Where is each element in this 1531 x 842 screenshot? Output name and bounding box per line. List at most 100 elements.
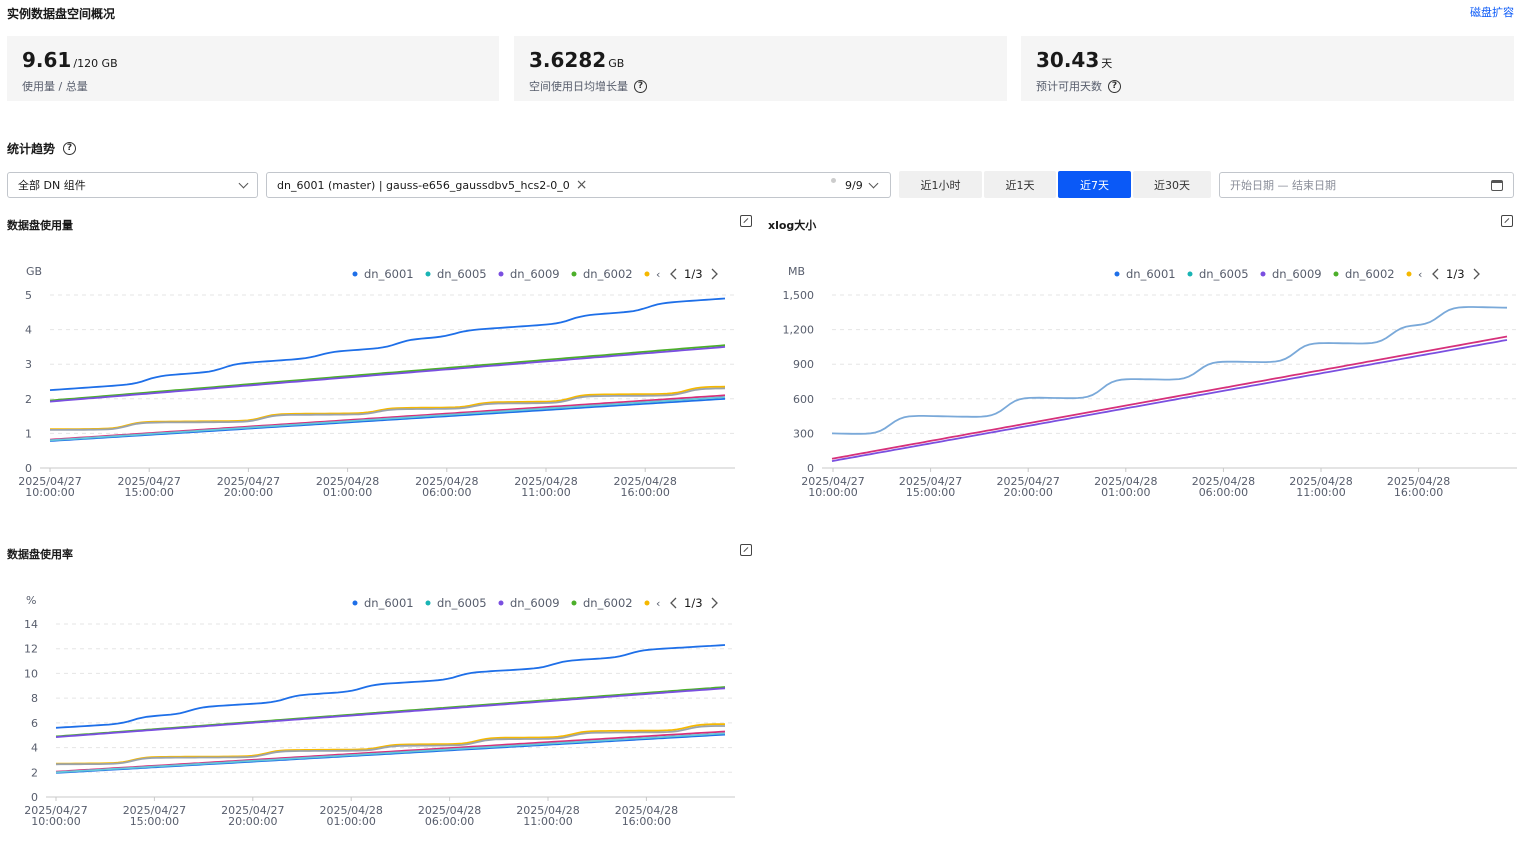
available-days-label-row: 预计可用天数? bbox=[1036, 78, 1121, 94]
instance-count: 9/9 bbox=[845, 179, 863, 192]
series-line bbox=[55, 732, 726, 774]
time-30d-button[interactable]: 近30天 bbox=[1133, 171, 1211, 198]
legend-item: dn_6009 bbox=[510, 596, 560, 610]
legend-dot bbox=[1260, 271, 1266, 277]
legend-item: dn_6005 bbox=[437, 267, 487, 281]
series-line bbox=[831, 306, 1508, 435]
x-tick-label: 06:00:00 bbox=[422, 486, 471, 499]
x-tick-label: 01:00:00 bbox=[326, 815, 375, 828]
series-line bbox=[49, 396, 726, 442]
usage-value-row: 9.61/120 GB bbox=[22, 48, 118, 72]
available-days-card: 30.43 天 预计可用天数? bbox=[1021, 36, 1514, 101]
chart-title-disk-rate: 数据盘使用率 bbox=[7, 548, 73, 561]
date-range-input[interactable]: 开始日期 — 结束日期 bbox=[1219, 172, 1514, 198]
legend-item-truncated: ‹ bbox=[1418, 268, 1422, 281]
y-tick-label: 3 bbox=[25, 358, 32, 371]
series-line bbox=[831, 339, 1508, 462]
chart-title-xlog: xlog大小 bbox=[768, 219, 817, 232]
daily-growth-label-row: 空间使用日均增长量? bbox=[529, 78, 647, 94]
y-tick-label: 8 bbox=[31, 692, 38, 705]
series-line bbox=[55, 725, 725, 766]
x-tick-label: 20:00:00 bbox=[228, 815, 277, 828]
x-tick-label: 10:00:00 bbox=[808, 486, 857, 499]
x-tick-label: 15:00:00 bbox=[124, 486, 173, 499]
legend-next-icon bbox=[1473, 268, 1480, 280]
expand-icon[interactable] bbox=[740, 215, 752, 227]
daily-growth-card: 3.6282 GB 空间使用日均增长量? bbox=[514, 36, 1007, 101]
y-tick-label: 5 bbox=[25, 289, 32, 302]
y-tick-label: 6 bbox=[31, 717, 38, 730]
x-tick-label: 11:00:00 bbox=[521, 486, 570, 499]
legend-item: dn_6001 bbox=[1126, 267, 1176, 281]
series-line bbox=[55, 644, 726, 729]
x-tick-label: 06:00:00 bbox=[1199, 486, 1248, 499]
legend-dot bbox=[1114, 271, 1120, 277]
legend-item: dn_6002 bbox=[583, 596, 633, 610]
legend-item: dn_6001 bbox=[364, 267, 414, 281]
legend-dot bbox=[644, 271, 650, 277]
calendar-icon[interactable] bbox=[1491, 179, 1503, 191]
usage-label-row: 使用量 / 总量 bbox=[22, 78, 88, 94]
y-tick-label: 12 bbox=[24, 643, 38, 656]
legend-dot bbox=[425, 600, 431, 606]
usage-value: 9.61 bbox=[22, 48, 72, 72]
legend-item: dn_6002 bbox=[1345, 267, 1395, 281]
legend-dot bbox=[1406, 271, 1412, 277]
component-select[interactable]: 全部 DN 组件 bbox=[7, 172, 258, 198]
series-line bbox=[55, 687, 726, 738]
chevron-down-icon bbox=[238, 178, 249, 188]
daily-growth-unit: GB bbox=[608, 57, 625, 70]
x-tick-label: 2025/04/28 bbox=[615, 804, 678, 817]
x-tick-label: 2025/04/27 bbox=[217, 475, 280, 488]
time-7d-button[interactable]: 近7天 bbox=[1058, 171, 1131, 198]
help-icon[interactable]: ? bbox=[1108, 79, 1121, 93]
x-tick-label: 2025/04/27 bbox=[996, 475, 1059, 488]
dot-icon bbox=[831, 178, 836, 183]
legend-item: dn_6002 bbox=[583, 267, 633, 281]
y-tick-label: 300 bbox=[793, 427, 814, 440]
x-tick-label: 11:00:00 bbox=[1296, 486, 1345, 499]
close-icon[interactable]: × bbox=[575, 177, 588, 193]
series-line bbox=[49, 297, 726, 391]
time-1h-button[interactable]: 近1小时 bbox=[899, 171, 982, 198]
y-tick-label: 10 bbox=[24, 667, 38, 680]
legend-item: dn_6005 bbox=[437, 596, 487, 610]
trend-title-row: 统计趋势 ? bbox=[7, 140, 77, 157]
x-tick-label: 20:00:00 bbox=[224, 486, 273, 499]
available-days-value: 30.43 bbox=[1036, 48, 1100, 72]
x-tick-label: 2025/04/28 bbox=[613, 475, 676, 488]
help-icon[interactable]: ? bbox=[63, 142, 77, 155]
x-tick-label: 2025/04/27 bbox=[801, 475, 864, 488]
x-tick-label: 20:00:00 bbox=[1003, 486, 1052, 499]
legend-dot bbox=[644, 600, 650, 606]
x-tick-label: 01:00:00 bbox=[323, 486, 372, 499]
disk-expand-link[interactable]: 磁盘扩容 bbox=[1470, 6, 1514, 19]
expand-icon[interactable] bbox=[1501, 215, 1513, 227]
series-line bbox=[50, 387, 726, 431]
series-line bbox=[49, 346, 726, 403]
available-days-unit: 天 bbox=[1101, 57, 1113, 70]
y-tick-label: 600 bbox=[793, 393, 814, 406]
expand-icon[interactable] bbox=[740, 544, 752, 556]
legend-dot bbox=[1187, 271, 1193, 277]
legend-next-icon bbox=[711, 597, 718, 609]
help-icon[interactable]: ? bbox=[634, 79, 647, 93]
instance-tag: dn_6001 (master) | gauss-e656_gaussdbv5_… bbox=[277, 178, 588, 192]
y-tick-label: 2 bbox=[25, 393, 32, 406]
usage-card: 9.61/120 GB 使用量 / 总量 bbox=[7, 36, 499, 101]
series-line bbox=[831, 335, 1508, 460]
legend-prev-icon bbox=[1432, 268, 1439, 280]
legend-prev-icon bbox=[670, 268, 677, 280]
y-tick-label: 0 bbox=[807, 462, 814, 475]
legend-dot bbox=[498, 600, 504, 606]
legend-item: dn_6009 bbox=[1272, 267, 1322, 281]
x-tick-label: 15:00:00 bbox=[906, 486, 955, 499]
instance-select[interactable]: dn_6001 (master) | gauss-e656_gaussdbv5_… bbox=[266, 172, 891, 198]
available-days-value-row: 30.43 天 bbox=[1036, 48, 1112, 72]
x-tick-label: 2025/04/28 bbox=[1387, 475, 1450, 488]
component-select-value: 全部 DN 组件 bbox=[18, 179, 86, 192]
time-1d-button[interactable]: 近1天 bbox=[984, 171, 1056, 198]
daily-growth-value: 3.6282 bbox=[529, 48, 607, 72]
chart-title-disk-usage: 数据盘使用量 bbox=[7, 219, 73, 232]
legend-next-icon bbox=[711, 268, 718, 280]
